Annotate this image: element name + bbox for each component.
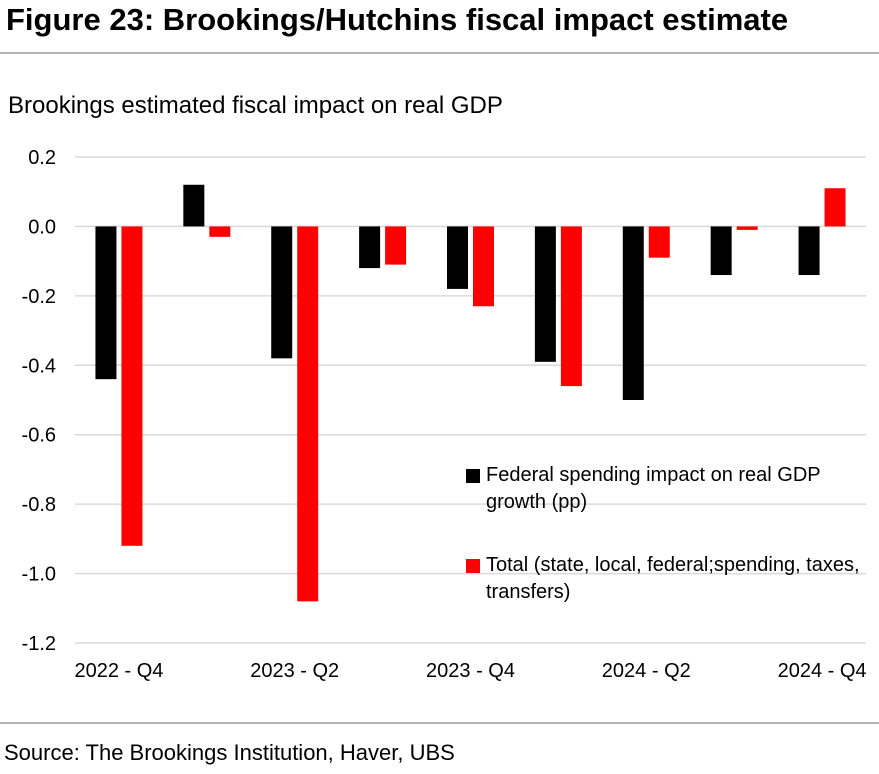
figure-title: Figure 23: Brookings/Hutchins fiscal imp…	[6, 2, 789, 37]
bar-federal	[359, 226, 381, 269]
source-note: Source: The Brookings Institution, Haver…	[4, 740, 455, 765]
y-tick-label: 0.0	[28, 216, 56, 238]
x-tick-label: 2022 - Q4	[74, 660, 163, 682]
bar-federal	[622, 226, 644, 400]
bar-total	[473, 226, 494, 307]
legend-item-total: Total (state, local, federal;spending, t…	[466, 552, 866, 606]
gridlines	[75, 156, 866, 644]
legend-item-federal: Federal spending impact on real GDP grow…	[466, 462, 866, 516]
bar-total	[209, 226, 231, 237]
bar-total	[736, 226, 758, 230]
top-divider	[0, 52, 879, 54]
legend-label-federal: Federal spending impact on real GDP grow…	[486, 464, 821, 513]
bar-total	[121, 226, 143, 546]
legend-label-total: Total (state, local, federal;spending, t…	[486, 554, 860, 603]
legend: Federal spending impact on real GDP grow…	[466, 462, 866, 642]
bar-federal	[183, 184, 205, 227]
legend-swatch-federal	[466, 469, 480, 483]
bar-federal	[534, 226, 556, 362]
bar-total	[824, 188, 846, 227]
x-tick-label: 2023 - Q2	[250, 660, 339, 682]
bar-federal	[798, 226, 820, 276]
x-tick-label: 2023 - Q4	[426, 660, 515, 682]
bar-total	[560, 226, 582, 387]
bar-federal	[710, 226, 732, 276]
x-tick-label: 2024 - Q4	[778, 660, 867, 682]
y-tick-label: -0.2	[22, 286, 56, 308]
bar-total	[297, 226, 319, 602]
y-tick-label: -1.0	[22, 564, 56, 586]
y-tick-label: -0.6	[22, 425, 56, 447]
y-tick-label: -0.8	[22, 494, 56, 516]
legend-swatch-total	[466, 559, 480, 573]
bar-federal	[95, 226, 117, 380]
bar-chart: 0.2 0.0 -0.2 -0.4 -0.6 -0.8 -1.0 -1.2 2022 - Q4 2…	[22, 147, 867, 682]
y-tick-label: 0.2	[28, 147, 56, 169]
chart-title: Brookings estimated fiscal impact on rea…	[8, 92, 503, 119]
bar-federal	[447, 226, 468, 289]
bar-federal	[271, 226, 293, 359]
bar-total	[648, 226, 670, 258]
y-tick-label: -0.4	[22, 355, 56, 377]
bar-total	[385, 226, 407, 265]
bottom-divider	[0, 722, 879, 724]
axis-labels: 0.2 0.0 -0.2 -0.4 -0.6 -0.8 -1.0 -1.2 2022 - Q4 2…	[22, 147, 867, 682]
x-tick-label: 2024 - Q2	[602, 660, 691, 682]
y-tick-label: -1.2	[22, 633, 56, 655]
bars	[95, 184, 846, 602]
